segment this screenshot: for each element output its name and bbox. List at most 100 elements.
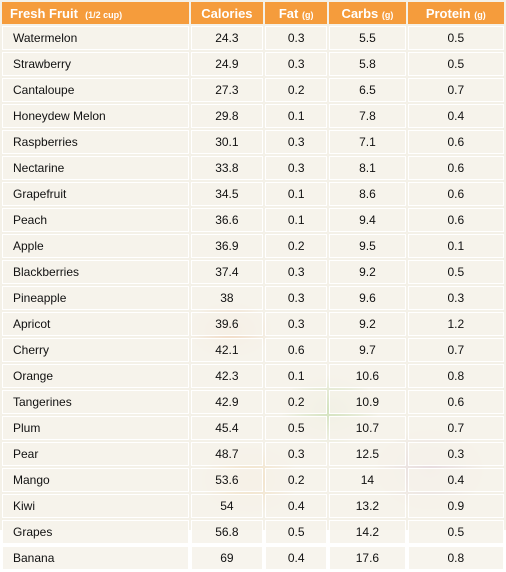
fruit-name-cell: Nectarine xyxy=(2,156,189,180)
fat-cell: 0.2 xyxy=(265,390,328,414)
header-fresh-fruit: Fresh Fruit (1/2 cup) xyxy=(2,2,189,24)
calories-cell: 24.9 xyxy=(190,52,264,76)
carbs-cell: 6.5 xyxy=(329,78,406,102)
fat-cell: 0.5 xyxy=(265,416,328,440)
calories-cell: 38 xyxy=(190,286,264,310)
protein-cell: 0.7 xyxy=(407,78,504,102)
table-row: Nectarine 33.8 0.3 8.1 0.6 xyxy=(2,156,504,180)
protein-cell: 0.6 xyxy=(407,130,504,154)
table-row: Banana 69 0.4 17.6 0.8 xyxy=(2,546,504,570)
carbs-cell: 9.7 xyxy=(329,338,406,362)
carbs-cell: 9.2 xyxy=(329,260,406,284)
calories-cell: 56.8 xyxy=(190,520,264,544)
fruit-name-cell: Raspberries xyxy=(2,130,189,154)
table-row: Pineapple 38 0.3 9.6 0.3 xyxy=(2,286,504,310)
calories-cell: 27.3 xyxy=(190,78,264,102)
table-row: Grapefruit 34.5 0.1 8.6 0.6 xyxy=(2,182,504,206)
protein-cell: 0.6 xyxy=(407,208,504,232)
fat-cell: 0.1 xyxy=(265,208,328,232)
fat-cell: 0.1 xyxy=(265,182,328,206)
header-protein-unit: (g) xyxy=(474,9,486,20)
fat-cell: 0.3 xyxy=(265,130,328,154)
carbs-cell: 9.6 xyxy=(329,286,406,310)
carbs-cell: 9.5 xyxy=(329,234,406,258)
calories-cell: 42.9 xyxy=(190,390,264,414)
header-calories: Calories xyxy=(190,2,264,24)
calories-cell: 34.5 xyxy=(190,182,264,206)
calories-cell: 54 xyxy=(190,494,264,518)
calories-cell: 69 xyxy=(190,546,264,570)
fruit-name-cell: Mango xyxy=(2,468,189,492)
carbs-cell: 5.8 xyxy=(329,52,406,76)
fruit-name-cell: Grapefruit xyxy=(2,182,189,206)
carbs-cell: 8.6 xyxy=(329,182,406,206)
fruit-name-cell: Plum xyxy=(2,416,189,440)
calories-cell: 37.4 xyxy=(190,260,264,284)
carbs-cell: 5.5 xyxy=(329,26,406,50)
carbs-cell: 9.4 xyxy=(329,208,406,232)
fat-cell: 0.3 xyxy=(265,442,328,466)
protein-cell: 0.5 xyxy=(407,260,504,284)
header-carbs-unit: (g) xyxy=(381,9,394,20)
fat-cell: 0.4 xyxy=(265,546,328,570)
fat-cell: 0.2 xyxy=(265,78,328,102)
carbs-cell: 10.7 xyxy=(329,416,406,440)
fruit-name-cell: Kiwi xyxy=(2,494,189,518)
fat-cell: 0.3 xyxy=(265,260,328,284)
table-row: Strawberry 24.9 0.3 5.8 0.5 xyxy=(2,52,504,76)
fruit-name-cell: Peach xyxy=(2,208,189,232)
calories-cell: 36.9 xyxy=(190,234,264,258)
protein-cell: 0.6 xyxy=(407,156,504,180)
fat-cell: 0.3 xyxy=(265,286,328,310)
fruit-name-cell: Orange xyxy=(2,364,189,388)
carbs-cell: 13.2 xyxy=(329,494,406,518)
fruit-name-cell: Pineapple xyxy=(2,286,189,310)
carbs-cell: 14.2 xyxy=(329,520,406,544)
protein-cell: 0.5 xyxy=(407,26,504,50)
fruit-name-cell: Apple xyxy=(2,234,189,258)
fat-cell: 0.4 xyxy=(265,494,328,518)
fat-cell: 0.3 xyxy=(265,312,328,336)
calories-cell: 24.3 xyxy=(190,26,264,50)
protein-cell: 0.3 xyxy=(407,286,504,310)
calories-cell: 45.4 xyxy=(190,416,264,440)
table-row: Mango 53.6 0.2 14 0.4 xyxy=(2,468,504,492)
fruit-name-cell: Watermelon xyxy=(2,26,189,50)
protein-cell: 0.1 xyxy=(407,234,504,258)
header-carbs: Carbs (g) xyxy=(329,2,406,24)
protein-cell: 0.4 xyxy=(407,468,504,492)
protein-cell: 0.6 xyxy=(407,182,504,206)
protein-cell: 0.3 xyxy=(407,442,504,466)
fruit-name-cell: Strawberry xyxy=(2,52,189,76)
carbs-cell: 10.6 xyxy=(329,364,406,388)
protein-cell: 0.8 xyxy=(407,546,504,570)
header-fresh-fruit-label: Fresh Fruit xyxy=(10,5,78,21)
protein-cell: 0.5 xyxy=(407,520,504,544)
carbs-cell: 12.5 xyxy=(329,442,406,466)
fruit-name-cell: Banana xyxy=(2,546,189,570)
calories-cell: 33.8 xyxy=(190,156,264,180)
calories-cell: 42.1 xyxy=(190,338,264,362)
calories-cell: 36.6 xyxy=(190,208,264,232)
table-row: Peach 36.6 0.1 9.4 0.6 xyxy=(2,208,504,232)
fat-cell: 0.3 xyxy=(265,156,328,180)
fat-cell: 0.5 xyxy=(265,520,328,544)
table-row: Plum 45.4 0.5 10.7 0.7 xyxy=(2,416,504,440)
calories-cell: 48.7 xyxy=(190,442,264,466)
protein-cell: 1.2 xyxy=(407,312,504,336)
header-protein-label: Protein xyxy=(425,5,471,21)
calories-cell: 29.8 xyxy=(190,104,264,128)
protein-cell: 0.7 xyxy=(407,416,504,440)
protein-cell: 0.4 xyxy=(407,104,504,128)
fat-cell: 0.2 xyxy=(265,468,328,492)
table-row: Apple 36.9 0.2 9.5 0.1 xyxy=(2,234,504,258)
table-row: Blackberries 37.4 0.3 9.2 0.5 xyxy=(2,260,504,284)
table-row: Raspberries 30.1 0.3 7.1 0.6 xyxy=(2,130,504,154)
table-row: Kiwi 54 0.4 13.2 0.9 xyxy=(2,494,504,518)
fruit-name-cell: Tangerines xyxy=(2,390,189,414)
header-fat: Fat (g) xyxy=(265,2,328,24)
calories-cell: 30.1 xyxy=(190,130,264,154)
protein-cell: 0.9 xyxy=(407,494,504,518)
